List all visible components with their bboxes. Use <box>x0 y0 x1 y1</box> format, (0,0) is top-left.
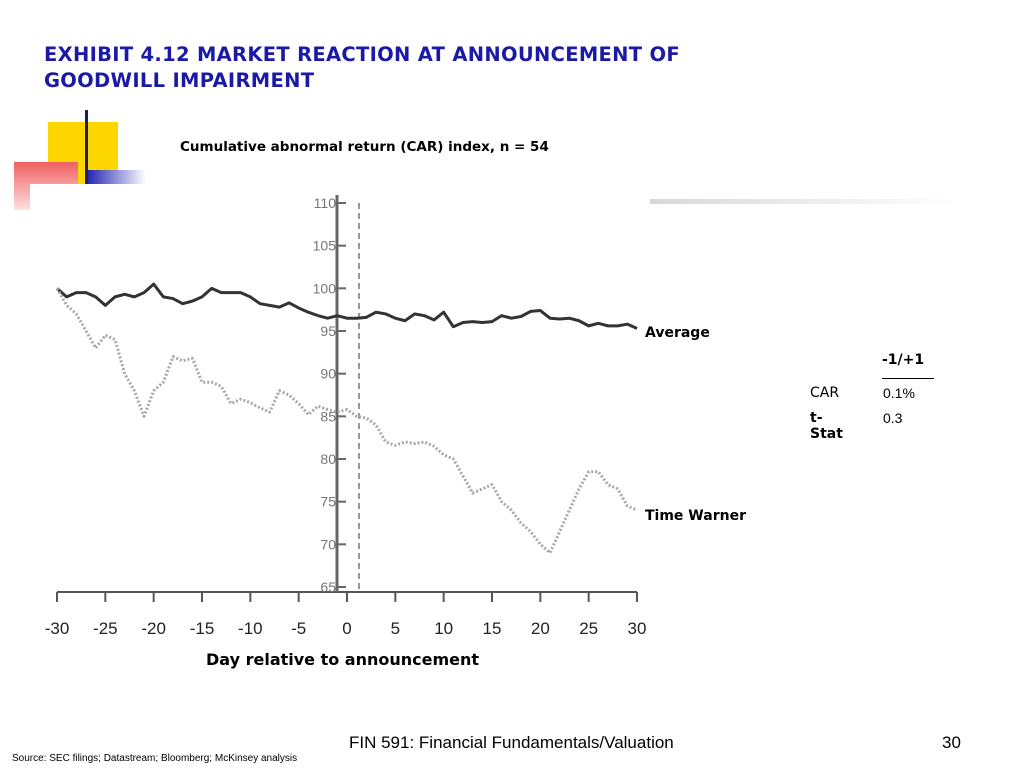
decor-dark-vline <box>85 110 88 190</box>
stats-header-rule <box>882 378 934 379</box>
stats-column-header: -1/+1 <box>882 352 925 368</box>
stats-row-label-tstat: t-Stat <box>810 410 843 442</box>
y-tick-label: 100 <box>313 280 337 296</box>
slide-footer: FIN 591: Financial Fundamentals/Valuatio… <box>349 733 674 752</box>
slide-title: EXHIBIT 4.12 MARKET REACTION AT ANNOUNCE… <box>44 42 804 94</box>
y-tick-label: 105 <box>313 238 337 254</box>
stats-row-label-car: CAR <box>810 385 840 401</box>
stats-row-value-tstat: 0.3 <box>883 410 903 426</box>
y-tick-label: 95 <box>320 323 336 339</box>
y-tick-label: 75 <box>320 494 336 510</box>
slide-title-line2: GOODWILL IMPAIRMENT <box>44 69 315 92</box>
x-tick-label: 25 <box>579 619 598 638</box>
x-tick-label: 0 <box>342 619 351 638</box>
x-tick-label: 10 <box>434 619 453 638</box>
stats-row-value-car: 0.1% <box>883 385 915 401</box>
x-tick-label: -15 <box>190 619 215 638</box>
x-tick-label: 15 <box>483 619 502 638</box>
decor-blue-bar <box>86 170 146 186</box>
decor-gray-line <box>650 199 964 204</box>
y-tick-label: 90 <box>320 366 336 382</box>
x-tick-label: 5 <box>391 619 400 638</box>
series-line-average <box>56 282 638 330</box>
page-number: 30 <box>942 733 961 752</box>
x-tick-label: -5 <box>291 619 306 638</box>
slide-title-line1: EXHIBIT 4.12 MARKET REACTION AT ANNOUNCE… <box>44 43 680 66</box>
decor-gray-rule <box>30 184 150 214</box>
series-line-time-warner <box>55 287 638 555</box>
x-tick-label: 20 <box>531 619 550 638</box>
y-tick-label: 110 <box>314 195 337 211</box>
series-label-time-warner: Time Warner <box>645 508 746 524</box>
source-note: Source: SEC filings; Datastream; Bloombe… <box>12 753 298 764</box>
series-label-average: Average <box>645 325 710 341</box>
y-tick-label: 70 <box>320 536 336 552</box>
x-tick-label: -30 <box>45 619 70 638</box>
x-tick-label: -25 <box>93 619 118 638</box>
y-tick-label: 85 <box>320 408 336 424</box>
x-tick-label: 30 <box>628 619 647 638</box>
y-tick-label: 65 <box>320 579 336 595</box>
x-axis-label: Day relative to announcement <box>206 650 480 669</box>
x-tick-label: -10 <box>238 619 263 638</box>
x-tick-label: -20 <box>141 619 166 638</box>
chart-title: Cumulative abnormal return (CAR) index, … <box>180 139 549 155</box>
y-tick-label: 80 <box>320 451 336 467</box>
